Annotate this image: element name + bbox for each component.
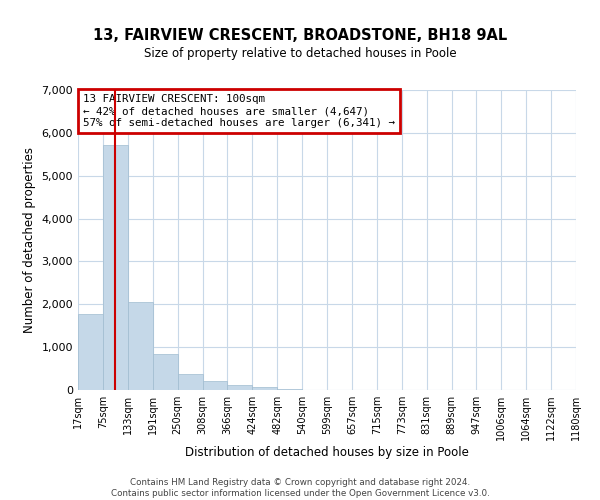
Bar: [103, 145, 128, 390]
Y-axis label: Number of detached properties: Number of detached properties: [23, 147, 36, 333]
Text: 13, FAIRVIEW CRESCENT, BROADSTONE, BH18 9AL: 13, FAIRVIEW CRESCENT, BROADSTONE, BH18 …: [93, 28, 507, 42]
Bar: [227, 386, 253, 390]
Bar: [253, 388, 277, 390]
Text: 13 FAIRVIEW CRESCENT: 100sqm
← 42% of detached houses are smaller (4,647)
57% of: 13 FAIRVIEW CRESCENT: 100sqm ← 42% of de…: [83, 94, 395, 128]
Bar: [277, 389, 302, 390]
Bar: [203, 380, 227, 390]
Bar: [152, 354, 178, 390]
Bar: [128, 302, 153, 390]
X-axis label: Distribution of detached houses by size in Poole: Distribution of detached houses by size …: [185, 446, 469, 459]
Text: Size of property relative to detached houses in Poole: Size of property relative to detached ho…: [143, 48, 457, 60]
Text: Contains HM Land Registry data © Crown copyright and database right 2024.
Contai: Contains HM Land Registry data © Crown c…: [110, 478, 490, 498]
Bar: [178, 374, 203, 390]
Bar: [78, 314, 103, 390]
